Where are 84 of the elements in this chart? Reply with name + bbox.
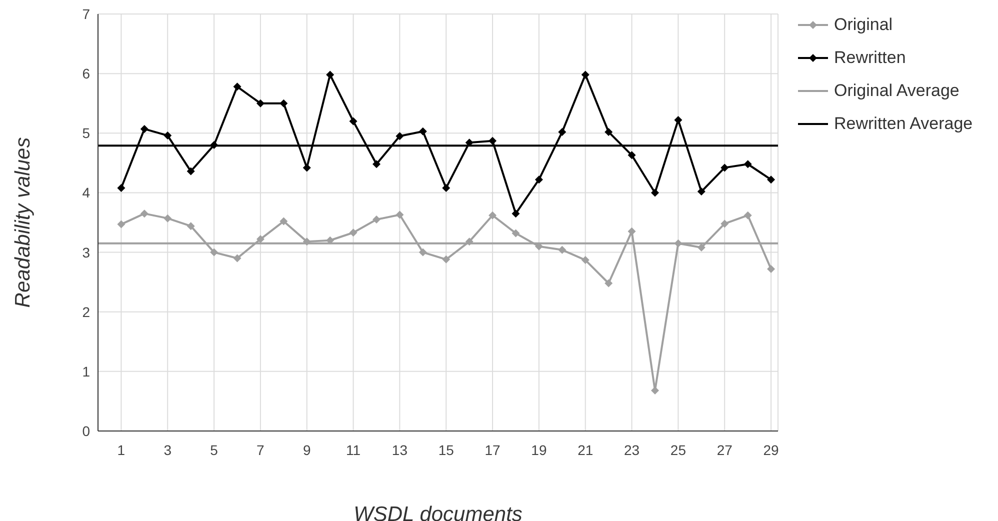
point: [256, 99, 264, 108]
y-tick-label: 1: [82, 363, 90, 380]
point: [558, 246, 566, 254]
point: [697, 244, 706, 252]
point: [534, 176, 543, 184]
point: [512, 229, 520, 238]
point: [442, 184, 450, 192]
point: [326, 236, 334, 244]
point: [442, 255, 450, 264]
x-tick-label: 23: [624, 442, 640, 458]
y-axis-title: Readability values: [11, 136, 34, 308]
point: [650, 188, 659, 197]
point: [164, 132, 172, 140]
point: [233, 254, 242, 262]
point: [280, 217, 288, 226]
point: [744, 211, 752, 220]
point: [418, 248, 427, 256]
point: [465, 138, 474, 147]
point: [581, 256, 590, 264]
point: [465, 238, 474, 246]
point: [302, 164, 311, 172]
y-tick-label: 0: [82, 422, 90, 439]
x-tick-label: 9: [302, 442, 311, 458]
point: [396, 132, 404, 140]
point: [604, 279, 613, 288]
point: [164, 214, 172, 222]
y-tick-label: 4: [82, 184, 90, 201]
point: [349, 117, 358, 126]
point: [186, 167, 195, 176]
legend-label: Original Average: [834, 80, 960, 100]
point: [488, 136, 497, 145]
x-tick-label: 19: [531, 442, 547, 458]
x-tick-label: 7: [256, 442, 265, 458]
point: [697, 188, 706, 196]
y-tick-label: 5: [82, 125, 90, 142]
x-tick-label: 3: [164, 442, 172, 458]
x-tick-label: 17: [484, 442, 501, 458]
y-tick-label: 7: [82, 6, 90, 22]
point: [604, 128, 613, 136]
point: [186, 222, 195, 230]
x-tick-label: 5: [210, 442, 218, 458]
x-axis-title: WSDL documents: [354, 503, 523, 521]
point: [767, 176, 776, 184]
legend-label: Original: [834, 14, 893, 34]
point: [140, 210, 148, 218]
legend-label: Rewritten Average: [834, 114, 973, 134]
x-tick-label: 21: [578, 442, 594, 458]
point: [326, 70, 334, 79]
point: [210, 248, 218, 256]
point: [674, 239, 682, 248]
x-tick-label: 1: [117, 442, 126, 458]
point: [720, 164, 729, 172]
point: [767, 264, 776, 273]
x-tick-label: 11: [346, 442, 361, 458]
legend-label: Rewritten: [834, 48, 906, 68]
x-tick-label: 15: [438, 442, 454, 458]
point: [372, 216, 380, 224]
y-tick-label: 3: [82, 244, 90, 260]
point: [256, 235, 264, 244]
x-tick-label: 27: [716, 442, 733, 458]
point: [720, 220, 729, 228]
point: [349, 228, 358, 237]
point: [488, 211, 497, 220]
point: [418, 127, 427, 136]
point: [233, 82, 242, 91]
point: [628, 151, 636, 160]
x-tick-label: 29: [763, 442, 780, 458]
x-tick-label: 13: [392, 442, 408, 458]
point: [372, 160, 380, 168]
point: [210, 141, 218, 150]
y-tick-label: 6: [82, 66, 90, 82]
point: [674, 116, 682, 124]
point: [302, 238, 311, 246]
point: [744, 160, 752, 168]
x-tick-label: 25: [670, 442, 686, 458]
point: [558, 128, 566, 136]
point: [512, 210, 520, 218]
point: [396, 210, 404, 219]
point: [117, 220, 126, 228]
point: [140, 124, 148, 133]
point: [280, 99, 288, 108]
point: [581, 70, 590, 79]
point: [117, 184, 126, 192]
y-tick-label: 2: [82, 304, 90, 320]
